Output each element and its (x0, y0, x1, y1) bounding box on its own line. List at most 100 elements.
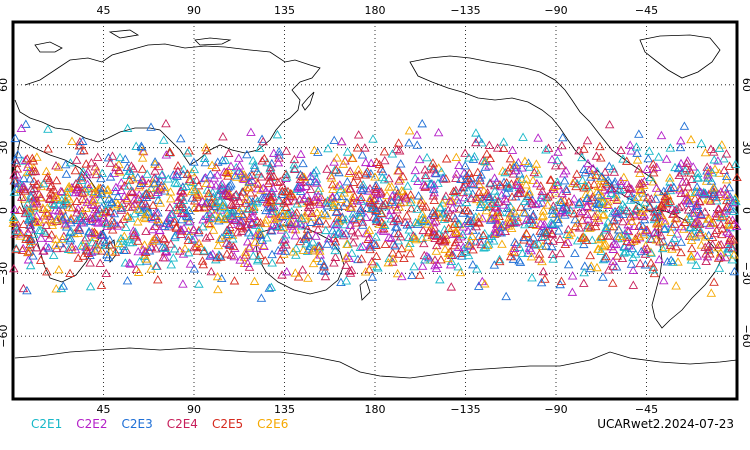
observation-triangle (431, 168, 441, 178)
lon-tick-label: 90 (187, 403, 201, 416)
observation-triangle (348, 238, 358, 247)
observation-triangle (273, 157, 284, 167)
observation-triangle (629, 221, 640, 230)
observation-triangle (549, 181, 560, 190)
observation-triangle (489, 173, 500, 182)
observation-triangle (656, 200, 667, 209)
observation-triangle (212, 271, 223, 281)
observation-triangle (683, 182, 693, 191)
observation-triangle (128, 226, 139, 235)
observation-triangle (289, 160, 299, 169)
observation-triangle (482, 201, 492, 211)
observation-triangle (278, 211, 288, 221)
observation-triangle (440, 244, 450, 253)
observation-triangle (665, 143, 676, 152)
observation-triangle (198, 259, 209, 269)
observation-triangle (66, 213, 76, 222)
observation-triangle (590, 217, 601, 226)
observation-triangle (111, 162, 121, 171)
observation-triangle (480, 162, 491, 171)
observation-triangle (166, 259, 176, 269)
observation-triangle (642, 164, 652, 173)
observation-triangle (194, 238, 204, 248)
observation-triangle (260, 255, 270, 265)
observation-triangle (574, 198, 584, 207)
observation-triangle (158, 135, 169, 144)
observation-triangle (578, 278, 589, 287)
observation-triangle (194, 202, 205, 212)
observation-triangle (31, 180, 42, 189)
observation-triangle (200, 157, 211, 167)
observation-triangle (460, 247, 471, 256)
observation-triangle (513, 176, 524, 185)
observation-triangle (702, 170, 713, 179)
observation-triangle (448, 186, 459, 196)
observation-triangle (279, 198, 289, 207)
observation-triangle (475, 202, 485, 211)
observation-triangle (589, 179, 599, 188)
observation-triangle (356, 192, 366, 202)
observation-triangle (329, 200, 339, 209)
observation-triangle (574, 145, 584, 155)
observation-triangle (97, 229, 107, 239)
observation-triangle (103, 153, 114, 162)
observation-triangle (355, 212, 366, 222)
lon-tick-label: 135 (274, 4, 295, 17)
observation-triangle (604, 231, 615, 240)
observation-triangle (715, 248, 726, 257)
observation-triangle (429, 180, 439, 189)
observation-triangle (615, 185, 626, 194)
observation-triangle (29, 198, 39, 207)
observation-triangle (721, 171, 732, 181)
observation-triangle (267, 220, 278, 229)
observation-triangle (374, 159, 385, 169)
observation-triangle (674, 170, 685, 180)
observation-triangle (692, 168, 703, 177)
observation-triangle (641, 225, 651, 235)
observation-triangle (574, 223, 585, 232)
observation-triangle (353, 254, 363, 264)
observation-triangle (519, 232, 529, 242)
observation-triangle (414, 154, 425, 164)
observation-triangle (286, 216, 297, 225)
coast-japan (301, 91, 315, 111)
observation-triangle (128, 202, 138, 211)
observation-triangle (724, 161, 735, 170)
observation-triangle (203, 188, 214, 198)
observation-triangle (632, 155, 643, 164)
observation-triangle (283, 196, 293, 206)
observation-triangle (503, 183, 514, 192)
observation-triangle (405, 248, 415, 258)
observation-triangle (608, 221, 619, 231)
lat-tick-label: −30 (0, 262, 10, 285)
observation-triangle (729, 250, 739, 259)
observation-triangle (102, 185, 112, 195)
observation-triangle (153, 275, 163, 284)
observation-triangle (242, 219, 253, 229)
observation-triangle (582, 193, 592, 202)
observation-triangle (404, 138, 414, 147)
observation-triangle (622, 225, 633, 235)
observation-triangle (504, 181, 514, 190)
observation-triangle (327, 179, 338, 189)
observation-triangle (682, 196, 693, 205)
observation-triangle (691, 201, 702, 210)
observation-triangle (249, 276, 260, 285)
observation-triangle (67, 136, 77, 145)
observation-triangle (131, 141, 141, 150)
observation-triangle (281, 202, 291, 211)
observation-triangle (63, 183, 73, 192)
observation-triangle (25, 239, 35, 249)
observation-triangle (435, 202, 446, 211)
observation-triangle (591, 151, 602, 160)
observation-triangle (266, 192, 276, 202)
observation-triangle (526, 252, 537, 261)
observation-triangle (28, 251, 38, 260)
observation-triangle (255, 250, 265, 259)
observation-triangle (287, 210, 297, 220)
observation-triangle (665, 173, 675, 182)
observation-triangle (357, 217, 368, 226)
observation-triangle (687, 231, 697, 240)
observation-triangle (619, 172, 629, 181)
